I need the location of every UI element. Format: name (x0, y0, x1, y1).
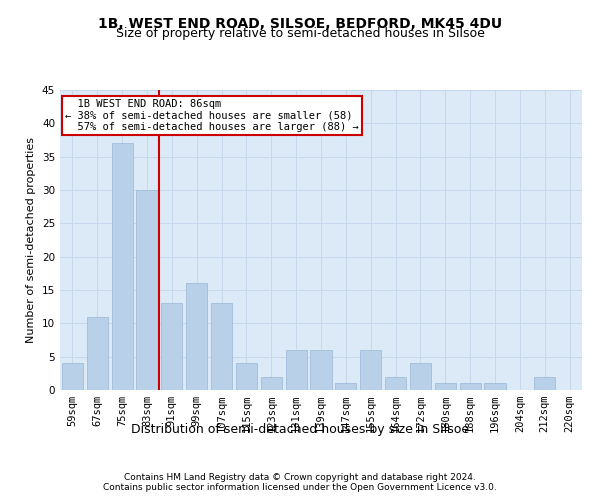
Bar (87, 316, 108, 390)
Bar (435, 384, 456, 390)
Text: Contains public sector information licensed under the Open Government Licence v3: Contains public sector information licen… (103, 484, 497, 492)
Bar (385, 376, 406, 390)
Text: 1B WEST END ROAD: 86sqm
← 38% of semi-detached houses are smaller (58)
  57% of : 1B WEST END ROAD: 86sqm ← 38% of semi-de… (65, 99, 359, 132)
Bar (310, 350, 332, 390)
Bar (161, 304, 182, 390)
Text: Size of property relative to semi-detached houses in Silsoe: Size of property relative to semi-detach… (116, 28, 484, 40)
Bar (211, 304, 232, 390)
Bar (112, 144, 133, 390)
Bar (335, 384, 356, 390)
Bar (286, 350, 307, 390)
Bar (484, 384, 506, 390)
Bar (261, 376, 282, 390)
Y-axis label: Number of semi-detached properties: Number of semi-detached properties (26, 137, 37, 343)
Bar (62, 364, 83, 390)
Bar (460, 384, 481, 390)
Bar (186, 284, 207, 390)
Text: Contains HM Land Registry data © Crown copyright and database right 2024.: Contains HM Land Registry data © Crown c… (124, 472, 476, 482)
Bar (136, 190, 158, 390)
Text: Distribution of semi-detached houses by size in Silsoe: Distribution of semi-detached houses by … (131, 422, 469, 436)
Bar (236, 364, 257, 390)
Bar (410, 364, 431, 390)
Text: 1B, WEST END ROAD, SILSOE, BEDFORD, MK45 4DU: 1B, WEST END ROAD, SILSOE, BEDFORD, MK45… (98, 18, 502, 32)
Bar (360, 350, 381, 390)
Bar (534, 376, 555, 390)
